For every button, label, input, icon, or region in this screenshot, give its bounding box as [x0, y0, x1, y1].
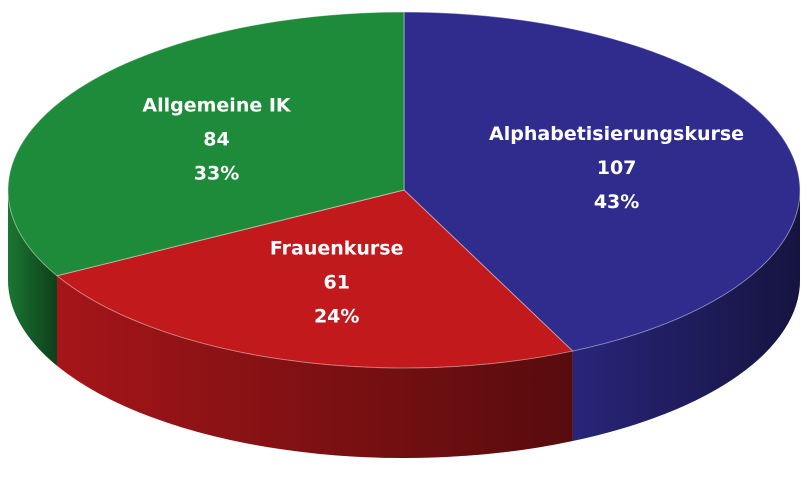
slice: [7, 11, 405, 277]
slice: [55, 189, 574, 369]
slice-percent: 33%: [194, 163, 239, 185]
slice-side-shade: [56, 275, 573, 458]
slice-side-shade: [572, 190, 800, 442]
slice-label: Frauenkurse: [270, 238, 404, 260]
slice-label: Alphabetisierungskurse: [489, 123, 744, 145]
slice-side-shade: [8, 190, 57, 366]
slice: [403, 11, 801, 352]
slice-percent: 24%: [314, 306, 359, 328]
slice-label: Allgemeine IK: [142, 95, 292, 117]
slice-count: 61: [323, 272, 349, 294]
slice-percent: 43%: [594, 191, 639, 213]
slice-count: 84: [203, 129, 229, 151]
slice-count: 107: [597, 157, 637, 179]
